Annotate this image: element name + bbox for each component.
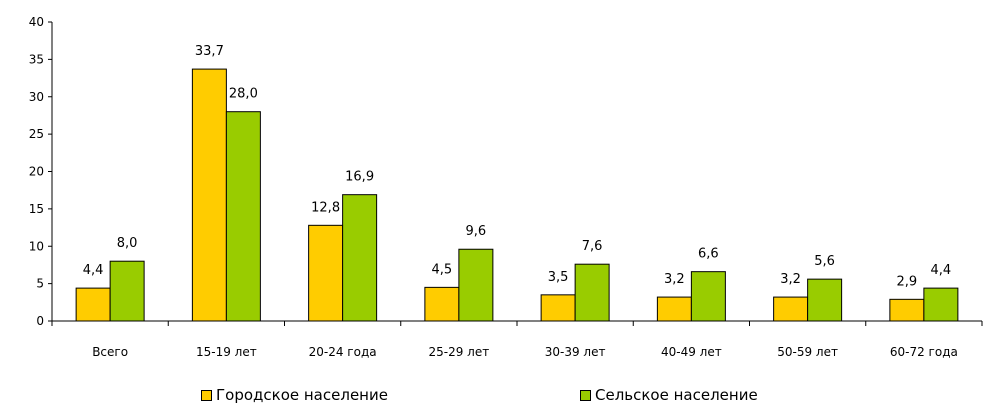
- data-label: 12,8: [311, 200, 340, 215]
- data-label: 3,2: [780, 272, 801, 287]
- y-tick-label: 5: [36, 277, 44, 291]
- bar-rural: [807, 278, 843, 322]
- legend-item-urban: Городское население: [201, 386, 388, 404]
- y-axis-ticks: 0 5 10 15 20 25 30 35 40: [29, 15, 52, 328]
- data-label: 4,5: [432, 262, 453, 277]
- x-category-label: 60-72 года: [890, 345, 958, 359]
- y-tick-label: 30: [29, 90, 44, 104]
- data-label: 4,4: [83, 263, 104, 278]
- bar-rural: [574, 263, 610, 322]
- bar-rural: [342, 194, 378, 322]
- data-label: 4,4: [931, 263, 952, 278]
- legend-item-rural: Сельское население: [580, 386, 758, 404]
- bar-urban: [308, 224, 344, 322]
- legend-swatch-rural: [580, 389, 591, 401]
- x-category-label: 20-24 года: [309, 345, 377, 359]
- bar-urban: [889, 298, 925, 322]
- x-category-label: 50-59 лет: [777, 345, 838, 359]
- bar-urban: [656, 296, 692, 322]
- x-axis-categories: Всего 15-19 лет 20-24 года 25-29 лет 30-39 л…: [92, 345, 958, 359]
- legend-swatch-urban: [201, 389, 212, 401]
- x-category-label: Всего: [92, 345, 128, 359]
- data-label: 33,7: [195, 44, 224, 59]
- bar-rural: [109, 260, 145, 322]
- data-label: 3,5: [548, 270, 569, 285]
- data-label: 2,9: [897, 274, 918, 289]
- x-category-label: 40-49 лет: [661, 345, 722, 359]
- data-label: 7,6: [582, 239, 603, 254]
- data-labels: 4,4 8,0 33,7 28,0 12,8 16,9 4,5 9,6 3,5 7,6 3,2 6,6…: [83, 44, 951, 289]
- data-label: 28,0: [229, 87, 258, 102]
- data-label: 8,0: [117, 236, 138, 251]
- y-tick-label: 10: [29, 239, 44, 253]
- bar-urban: [191, 68, 227, 322]
- y-tick-label: 35: [29, 52, 44, 66]
- bar-urban: [773, 296, 809, 322]
- data-label: 16,9: [345, 170, 374, 185]
- bar-urban: [75, 287, 111, 322]
- x-category-label: 30-39 лет: [545, 345, 606, 359]
- legend-label-urban: Городское население: [216, 386, 388, 404]
- data-label: 6,6: [698, 247, 719, 262]
- y-tick-label: 20: [29, 165, 44, 179]
- bar-rural: [923, 287, 959, 322]
- y-tick-label: 15: [29, 202, 44, 216]
- bar-urban: [424, 286, 460, 322]
- data-label: 3,2: [664, 272, 685, 287]
- bar-rural: [225, 111, 261, 322]
- y-tick-label: 40: [29, 15, 44, 29]
- x-category-label: 25-29 лет: [429, 345, 490, 359]
- bars: [75, 68, 959, 322]
- bar-rural: [458, 248, 494, 322]
- axes: [51, 22, 983, 326]
- data-label: 9,6: [466, 224, 487, 239]
- y-tick-label: 0: [36, 314, 44, 328]
- bar-rural: [690, 271, 726, 322]
- y-tick-label: 25: [29, 127, 44, 141]
- legend-label-rural: Сельское население: [595, 386, 758, 404]
- bar-urban: [540, 294, 576, 322]
- x-category-label: 15-19 лет: [196, 345, 257, 359]
- data-label: 5,6: [814, 254, 835, 269]
